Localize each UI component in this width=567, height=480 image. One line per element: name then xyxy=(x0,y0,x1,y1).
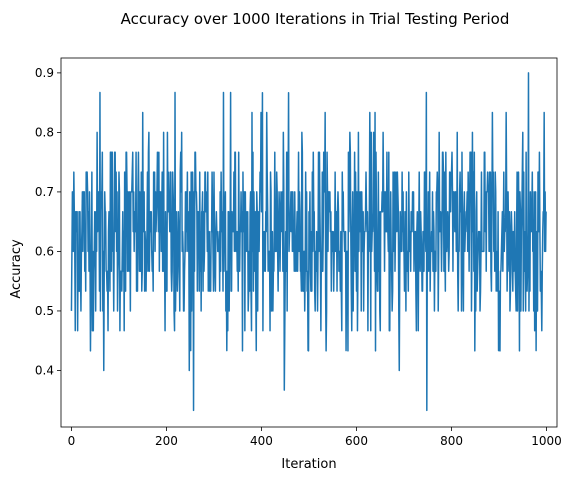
y-tick-label: 0.9 xyxy=(35,66,54,80)
y-axis-label: Accuracy xyxy=(9,239,24,299)
chart-title: Accuracy over 1000 Iterations in Trial T… xyxy=(121,10,510,28)
y-tick-label: 0.7 xyxy=(35,185,54,199)
x-axis: 0 200 400 600 800 1000 xyxy=(68,427,562,448)
x-tick-label: 1000 xyxy=(531,434,562,448)
x-tick-label: 400 xyxy=(250,434,273,448)
x-tick-label: 0 xyxy=(68,434,76,448)
y-tick-label: 0.6 xyxy=(35,244,54,258)
x-tick-label: 200 xyxy=(155,434,178,448)
y-tick-label: 0.4 xyxy=(35,363,54,377)
y-axis: 0.4 0.5 0.6 0.7 0.8 0.9 xyxy=(35,66,61,377)
axes-frame xyxy=(60,57,558,428)
x-tick-label: 800 xyxy=(440,434,463,448)
y-tick-label: 0.8 xyxy=(35,125,54,139)
x-tick-label: 600 xyxy=(345,434,368,448)
x-axis-label: Iteration xyxy=(281,457,336,472)
y-tick-label: 0.5 xyxy=(35,304,54,318)
series-accuracy-line xyxy=(70,72,547,412)
